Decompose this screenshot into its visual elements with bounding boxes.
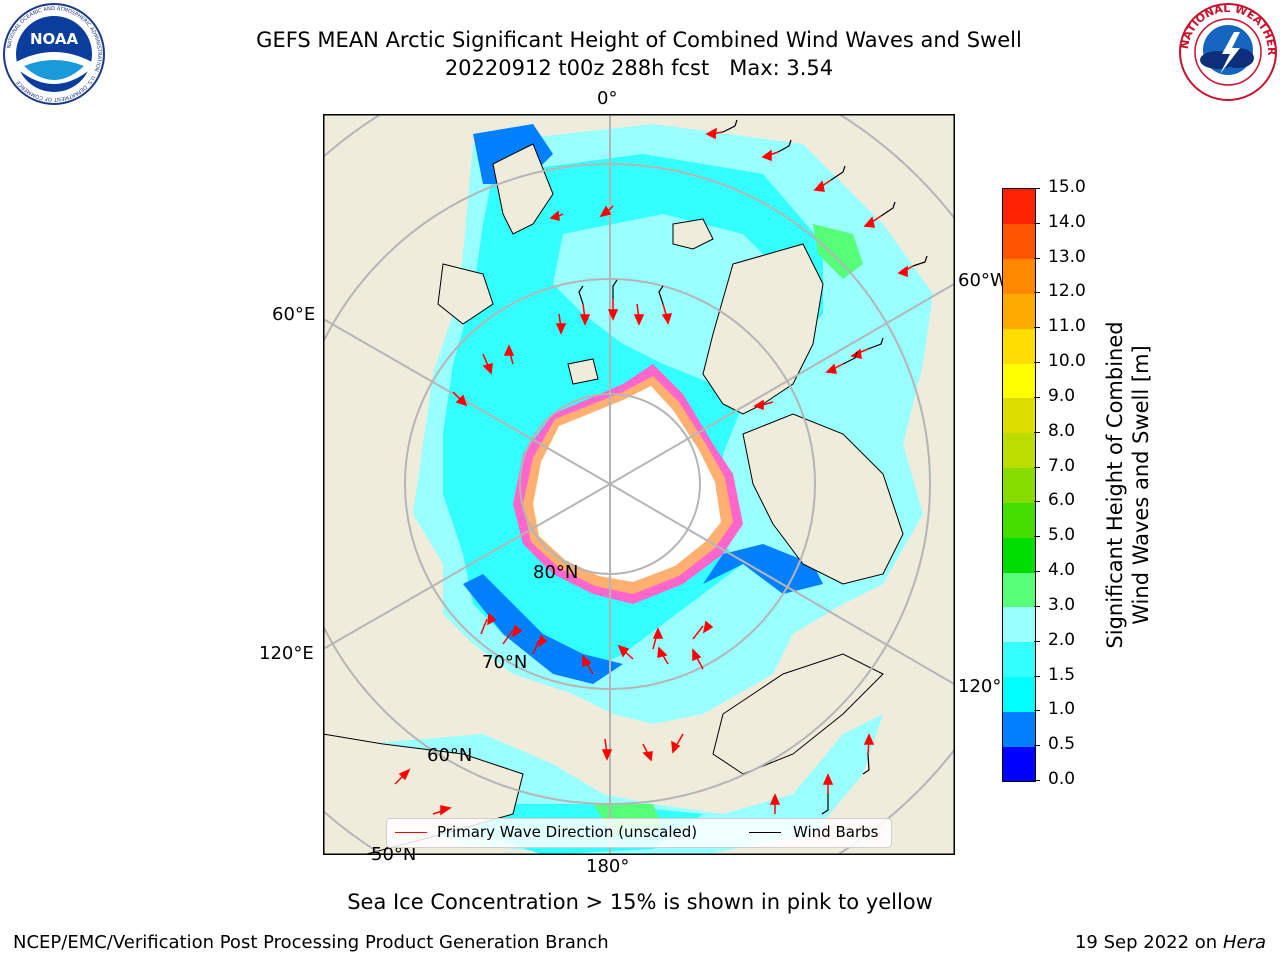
colorbar-segment: [1003, 572, 1035, 608]
colorbar-tick-mark: [1034, 640, 1040, 642]
noaa-logo: NOAA NATIONAL OCEANIC AND ATMOSPHERIC AD…: [3, 3, 105, 105]
land-svalbard: [567, 358, 599, 385]
land-iceland: [672, 218, 714, 250]
colorbar-tick-label: 9.0: [1048, 385, 1076, 406]
colorbar-segment: [1003, 711, 1035, 747]
colorbar-segment: [1003, 641, 1035, 678]
colorbar-segment: [1003, 606, 1035, 643]
colorbar-tick-label: 14.0: [1048, 211, 1086, 232]
colorbar-segment: [1003, 746, 1035, 782]
colorbar-tick-label: 7.0: [1048, 455, 1076, 476]
chart-title: GEFS MEAN Arctic Significant Height of C…: [256, 28, 1022, 52]
colorbar-label-line1: Significant Height of Combined: [1103, 321, 1127, 649]
lon-label-120e: 120°E: [259, 643, 314, 664]
colorbar-tick-mark: [1034, 605, 1040, 607]
colorbar-tick-label: 5.0: [1048, 525, 1076, 546]
colorbar-segment: [1003, 537, 1035, 573]
lon-label-60e: 60°E: [272, 304, 316, 325]
map-frame: [323, 114, 955, 855]
colorbar-tick-label: 4.0: [1048, 560, 1076, 581]
colorbar-segment: [1003, 363, 1035, 399]
colorbar-tick-mark: [1034, 675, 1040, 677]
footer-date: 19 Sep 2022 on: [1074, 932, 1218, 953]
land-alaska: [712, 653, 884, 775]
colorbar-tick-mark: [1034, 710, 1040, 712]
land-scandinavia: [492, 143, 554, 235]
colorbar-segment: [1003, 397, 1035, 434]
colorbar-tick-label: 13.0: [1048, 246, 1086, 267]
colorbar-ticks: 0.0 0.5 1.0 1.5 2.0 3.0 4.0 5.0 6.0 7.0 8.0 9.0 10.0…: [1034, 177, 1096, 789]
footer-right: 19 Sep 2022 on Hera: [1075, 932, 1266, 953]
colorbar-tick-mark: [1034, 431, 1040, 433]
colorbar-segment: [1003, 328, 1035, 364]
colorbar-tick-label: 8.0: [1048, 420, 1076, 441]
colorbar-tick-mark: [1034, 222, 1040, 224]
legend-wave-swatch: [395, 832, 427, 833]
colorbar-segment: [1003, 676, 1035, 712]
colorbar-tick-mark: [1034, 536, 1040, 538]
sea-ice-white: [533, 386, 721, 582]
lat-label-70n: 70°N: [482, 652, 528, 673]
meridian-60e: [323, 317, 611, 485]
colorbar-segment: [1003, 432, 1035, 469]
colorbar-tick-label: 1.5: [1048, 664, 1076, 685]
colorbar-label-line2: Wind Waves and Swell [m]: [1129, 345, 1153, 625]
colorbar-segment: [1003, 189, 1035, 225]
colorbar-tick-mark: [1034, 501, 1040, 503]
colorbar-segment: [1003, 223, 1035, 260]
chart-subtitle: 20220912 t00z 288h fcst Max: 3.54: [444, 56, 834, 80]
noaa-logo-text: NOAA: [30, 30, 79, 48]
legend-wave-label: Primary Wave Direction (unscaled): [437, 823, 698, 841]
colorbar-tick-label: 10.0: [1048, 351, 1086, 372]
colorbar-tick-mark: [1034, 396, 1040, 398]
land-novaya-zemlya: [437, 263, 494, 325]
colorbar-tick-label: 1.0: [1048, 699, 1076, 720]
lat-label-80n: 80°N: [533, 562, 579, 583]
colorbar-tick-label: 3.0: [1048, 594, 1076, 615]
lon-label-60w: 60°W: [958, 270, 1008, 291]
footer-left: NCEP/EMC/Verification Post Processing Pr…: [13, 932, 609, 953]
colorbar-tick-mark: [1034, 188, 1040, 189]
colorbar-tick-mark: [1034, 571, 1040, 573]
ocean-region-green-patch: [813, 224, 863, 279]
colorbar-tick-mark: [1034, 362, 1040, 364]
colorbar-tick-label: 0.5: [1048, 734, 1076, 755]
lat-label-50n: 50°N: [371, 844, 417, 865]
legend-wind-label: Wind Barbs: [793, 823, 879, 841]
lon-label-0: 0°: [597, 88, 618, 109]
colorbar-tick-label: 11.0: [1048, 316, 1086, 337]
footer-machine: Hera: [1222, 932, 1266, 953]
colorbar-segment: [1003, 467, 1035, 503]
lon-label-180: 180°: [586, 856, 630, 877]
colorbar-tick-mark: [1034, 780, 1040, 781]
colorbar-tick-mark: [1034, 257, 1040, 259]
colorbar-segment: [1003, 502, 1035, 538]
colorbar: [1002, 188, 1036, 782]
sea-ice-note: Sea Ice Concentration > 15% is shown in …: [347, 890, 933, 914]
colorbar-segment: [1003, 293, 1035, 329]
nws-logo: NATIONAL WEATHER SERVICE: [1178, 2, 1278, 101]
lat-label-60n: 60°N: [427, 745, 473, 766]
colorbar-label: Significant Height of Combined Wind Wave…: [1102, 321, 1154, 648]
arctic-map: [323, 114, 955, 855]
colorbar-tick-label: 2.0: [1048, 629, 1076, 650]
colorbar-tick-mark: [1034, 327, 1040, 329]
legend-wind-swatch: [749, 832, 781, 833]
meridian-120e: [323, 483, 611, 651]
land-canadian-archipelago: [742, 413, 904, 585]
colorbar-tick-label: 12.0: [1048, 281, 1086, 302]
colorbar-tick-mark: [1034, 745, 1040, 747]
colorbar-tick-mark: [1034, 466, 1040, 468]
colorbar-tick-label: 15.0: [1048, 177, 1086, 197]
colorbar-segment: [1003, 258, 1035, 294]
map-legend: Primary Wave Direction (unscaled) Wind B…: [386, 818, 892, 848]
colorbar-tick-mark: [1034, 292, 1040, 294]
colorbar-tick-label: 0.0: [1048, 769, 1076, 789]
colorbar-tick-label: 6.0: [1048, 490, 1076, 511]
